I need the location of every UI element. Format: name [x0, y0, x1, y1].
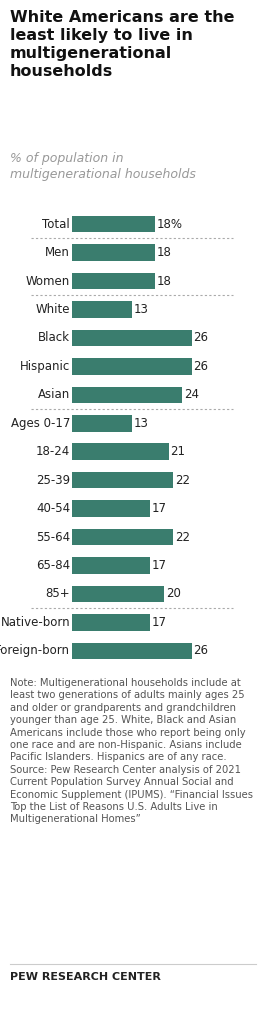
Text: 22: 22 [175, 474, 190, 486]
Bar [72, 387, 182, 403]
Text: 18: 18 [157, 274, 172, 288]
Bar [72, 301, 132, 317]
Text: White Americans are the
least likely to live in
multigenerational
households: White Americans are the least likely to … [10, 10, 235, 79]
Text: 26: 26 [193, 359, 209, 373]
Text: PEW RESEARCH CENTER: PEW RESEARCH CENTER [10, 972, 161, 982]
Bar [72, 557, 150, 573]
Bar [72, 443, 169, 460]
Bar [72, 245, 155, 261]
Bar [72, 330, 192, 346]
Text: 18%: 18% [157, 218, 183, 230]
Text: 26: 26 [193, 332, 209, 344]
Bar [72, 501, 150, 517]
Text: 18-24: 18-24 [36, 445, 70, 458]
Text: 13: 13 [134, 303, 148, 316]
Text: 22: 22 [175, 530, 190, 544]
Text: Foreign-born: Foreign-born [0, 644, 70, 657]
Text: Women: Women [26, 274, 70, 288]
Text: 17: 17 [152, 615, 167, 629]
Text: Ages 0-17: Ages 0-17 [11, 417, 70, 430]
Bar [72, 586, 164, 602]
Text: Black: Black [38, 332, 70, 344]
Text: % of population in
multigenerational households: % of population in multigenerational hou… [10, 152, 196, 181]
Text: 40-54: 40-54 [36, 502, 70, 515]
Text: 55-64: 55-64 [36, 530, 70, 544]
Text: 21: 21 [171, 445, 185, 458]
Bar [72, 272, 155, 290]
Bar [72, 528, 173, 545]
Text: Hispanic: Hispanic [20, 359, 70, 373]
Text: 24: 24 [184, 388, 199, 401]
Text: 25-39: 25-39 [36, 474, 70, 486]
Bar [72, 358, 192, 375]
Text: Asian: Asian [38, 388, 70, 401]
Text: 13: 13 [134, 417, 148, 430]
Bar [72, 216, 155, 232]
Text: White: White [36, 303, 70, 316]
Text: 26: 26 [193, 644, 209, 657]
Bar [72, 614, 150, 631]
Text: Total: Total [42, 218, 70, 230]
Text: 17: 17 [152, 502, 167, 515]
Text: 65-84: 65-84 [36, 559, 70, 572]
Text: Native-born: Native-born [1, 615, 70, 629]
Text: 18: 18 [157, 246, 172, 259]
Text: 85+: 85+ [45, 588, 70, 600]
Bar [72, 415, 132, 431]
Bar [72, 472, 173, 488]
Text: 20: 20 [166, 588, 181, 600]
Text: Men: Men [45, 246, 70, 259]
Text: 17: 17 [152, 559, 167, 572]
Text: Note: Multigenerational households include at least two generations of adults ma: Note: Multigenerational households inclu… [10, 678, 253, 824]
Bar [72, 642, 192, 659]
